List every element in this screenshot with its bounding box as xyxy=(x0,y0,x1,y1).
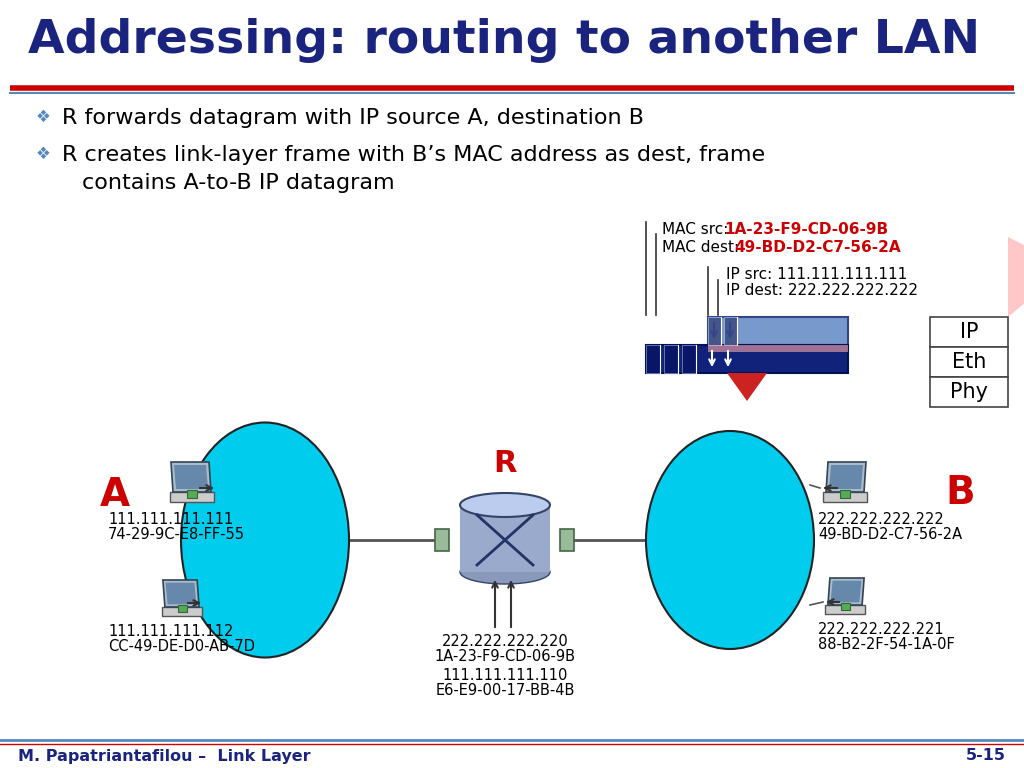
Text: R forwards datagram with IP source A, destination B: R forwards datagram with IP source A, de… xyxy=(62,108,644,128)
Bar xyxy=(841,603,850,611)
Bar xyxy=(930,347,1008,377)
Ellipse shape xyxy=(646,431,814,649)
Bar xyxy=(664,345,678,373)
Text: MAC dest:: MAC dest: xyxy=(662,240,744,255)
Text: MAC src:: MAC src: xyxy=(662,222,733,237)
Text: 222.222.222.220: 222.222.222.220 xyxy=(441,634,568,649)
Text: 222.222.222.222: 222.222.222.222 xyxy=(818,512,945,527)
Polygon shape xyxy=(171,462,211,492)
Text: 74-29-9C-E8-FF-55: 74-29-9C-E8-FF-55 xyxy=(108,527,245,542)
Text: contains A-to-B IP datagram: contains A-to-B IP datagram xyxy=(82,173,394,193)
Bar xyxy=(170,492,214,502)
Text: IP src: 111.111.111.111: IP src: 111.111.111.111 xyxy=(726,267,907,282)
Bar xyxy=(187,490,197,498)
Polygon shape xyxy=(727,373,767,401)
Bar xyxy=(435,529,449,551)
Bar xyxy=(162,607,202,616)
Text: ❖: ❖ xyxy=(36,108,51,126)
Text: R: R xyxy=(494,449,517,478)
Bar xyxy=(460,505,550,572)
Text: 49-BD-D2-C7-56-2A: 49-BD-D2-C7-56-2A xyxy=(734,240,901,255)
Bar xyxy=(708,345,848,352)
Text: A: A xyxy=(100,476,130,514)
Text: Addressing: routing to another LAN: Addressing: routing to another LAN xyxy=(28,18,980,63)
Bar xyxy=(724,317,737,345)
Polygon shape xyxy=(829,465,863,489)
Text: 111.111.111.112: 111.111.111.112 xyxy=(108,624,233,639)
Bar xyxy=(840,490,850,498)
Polygon shape xyxy=(827,578,864,605)
Polygon shape xyxy=(163,580,199,607)
Text: R creates link-layer frame with B’s MAC address as dest, frame: R creates link-layer frame with B’s MAC … xyxy=(62,145,765,165)
Ellipse shape xyxy=(181,422,349,657)
Ellipse shape xyxy=(460,493,550,517)
Bar xyxy=(682,345,696,373)
Text: B: B xyxy=(945,474,975,512)
Bar xyxy=(560,529,574,551)
Bar xyxy=(930,377,1008,407)
Bar xyxy=(823,492,867,502)
Text: CC-49-DE-D0-AB-7D: CC-49-DE-D0-AB-7D xyxy=(108,639,255,654)
Text: M. Papatriantafilou –  Link Layer: M. Papatriantafilou – Link Layer xyxy=(18,749,310,763)
Polygon shape xyxy=(830,581,861,602)
Text: E6-E9-00-17-BB-4B: E6-E9-00-17-BB-4B xyxy=(435,683,574,698)
Bar xyxy=(930,317,1008,347)
Text: Eth: Eth xyxy=(952,352,986,372)
Bar xyxy=(708,317,848,345)
Text: 88-B2-2F-54-1A-0F: 88-B2-2F-54-1A-0F xyxy=(818,637,954,652)
Text: IP dest: 222.222.222.222: IP dest: 222.222.222.222 xyxy=(726,283,918,298)
Bar xyxy=(708,317,721,345)
Text: 111.111.111.110: 111.111.111.110 xyxy=(442,668,567,683)
Text: 49-BD-D2-C7-56-2A: 49-BD-D2-C7-56-2A xyxy=(818,527,963,542)
Text: 1A-23-F9-CD-06-9B: 1A-23-F9-CD-06-9B xyxy=(434,649,575,664)
Polygon shape xyxy=(1008,237,1024,317)
Polygon shape xyxy=(826,462,866,492)
Polygon shape xyxy=(166,583,197,604)
Text: 222.222.222.221: 222.222.222.221 xyxy=(818,622,944,637)
Bar xyxy=(646,345,660,373)
Bar xyxy=(646,345,848,373)
Polygon shape xyxy=(174,465,208,489)
Text: Phy: Phy xyxy=(950,382,988,402)
Ellipse shape xyxy=(460,560,550,584)
Text: ❖: ❖ xyxy=(36,145,51,163)
Bar xyxy=(825,605,865,614)
Text: IP: IP xyxy=(959,322,978,342)
Bar xyxy=(177,605,186,612)
Text: 111.111.111.111: 111.111.111.111 xyxy=(108,512,233,527)
Text: 5-15: 5-15 xyxy=(966,749,1006,763)
Text: 1A-23-F9-CD-06-9B: 1A-23-F9-CD-06-9B xyxy=(724,222,888,237)
